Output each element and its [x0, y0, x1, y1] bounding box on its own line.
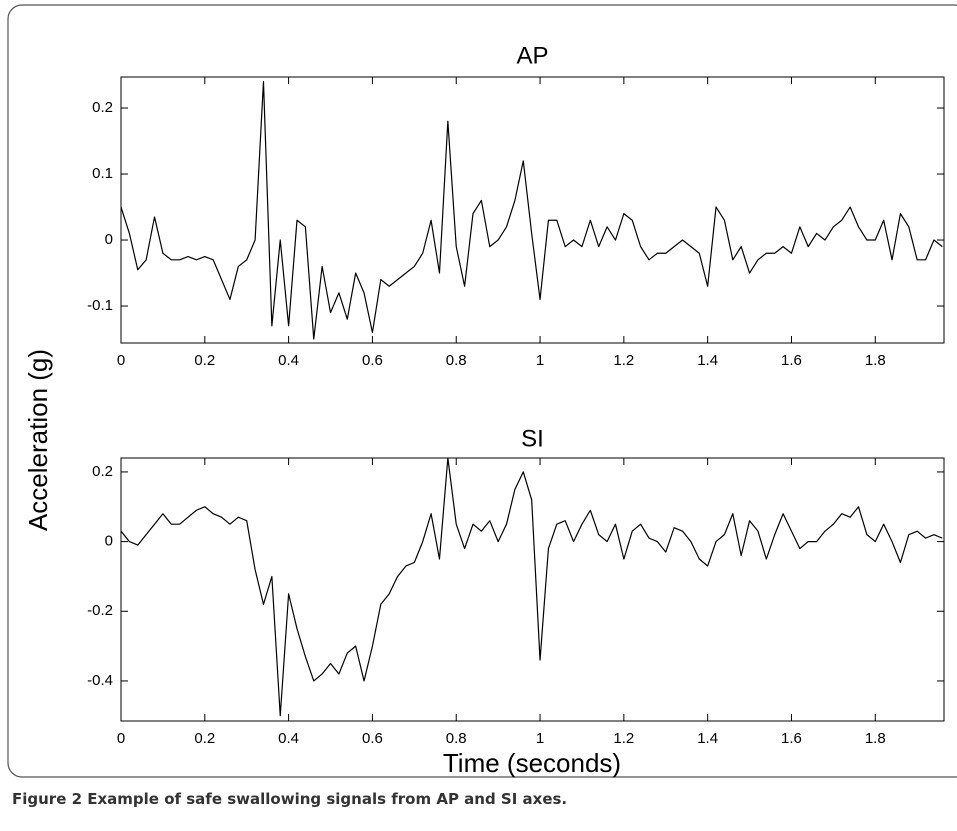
y-tick-label: -0.2 — [87, 602, 113, 619]
y-axis-label: Acceleration (g) — [23, 349, 53, 531]
x-tick-label: 1.4 — [697, 352, 718, 369]
signal-line — [120, 81, 943, 340]
y-tick-label: 0 — [105, 231, 113, 248]
chart: Acceleration (g) Time (seconds) AP -0.1 0 0… — [7, 4, 957, 778]
y-tick-label: 0 — [105, 533, 113, 550]
x-tick-label: 1.8 — [865, 352, 886, 369]
x-tick-label: 0.8 — [446, 352, 467, 369]
chart-title: AP — [516, 42, 548, 69]
plot-area — [120, 76, 945, 344]
x-tick-label: 0.2 — [194, 352, 215, 369]
chart-title: SI — [521, 425, 544, 452]
x-tick-label: 1.8 — [865, 730, 886, 747]
x-axis-label: Time (seconds) — [443, 748, 621, 778]
x-tick-label: 0.8 — [446, 730, 467, 747]
x-tick-label: 0.6 — [362, 352, 383, 369]
x-tick-label: 0 — [117, 352, 125, 369]
plot-area — [120, 457, 945, 722]
x-tick-label: 1 — [536, 352, 544, 369]
y-tick-label: 0.2 — [92, 463, 113, 480]
x-tick-label: 1 — [536, 730, 544, 747]
caption: Figure 2 Example of safe swallowing sign… — [12, 790, 568, 808]
x-tick-label: 0.4 — [278, 352, 299, 369]
signal-line — [120, 457, 943, 717]
x-tick-label: 0 — [117, 730, 125, 747]
y-tick-label: 0.2 — [92, 99, 113, 116]
x-tick-label: 1.2 — [613, 730, 634, 747]
x-tick-label: 1.4 — [697, 730, 718, 747]
y-tick-label: -0.4 — [87, 672, 113, 689]
x-tick-label: 0.6 — [362, 730, 383, 747]
x-tick-label: 0.2 — [194, 730, 215, 747]
frame — [7, 4, 957, 778]
x-tick-label: 1.6 — [781, 730, 802, 747]
y-tick-label: 0.1 — [92, 165, 113, 182]
y-tick-label: -0.1 — [87, 297, 113, 314]
x-tick-label: 0.4 — [278, 730, 299, 747]
x-tick-label: 1.2 — [613, 352, 634, 369]
x-tick-label: 1.6 — [781, 352, 802, 369]
